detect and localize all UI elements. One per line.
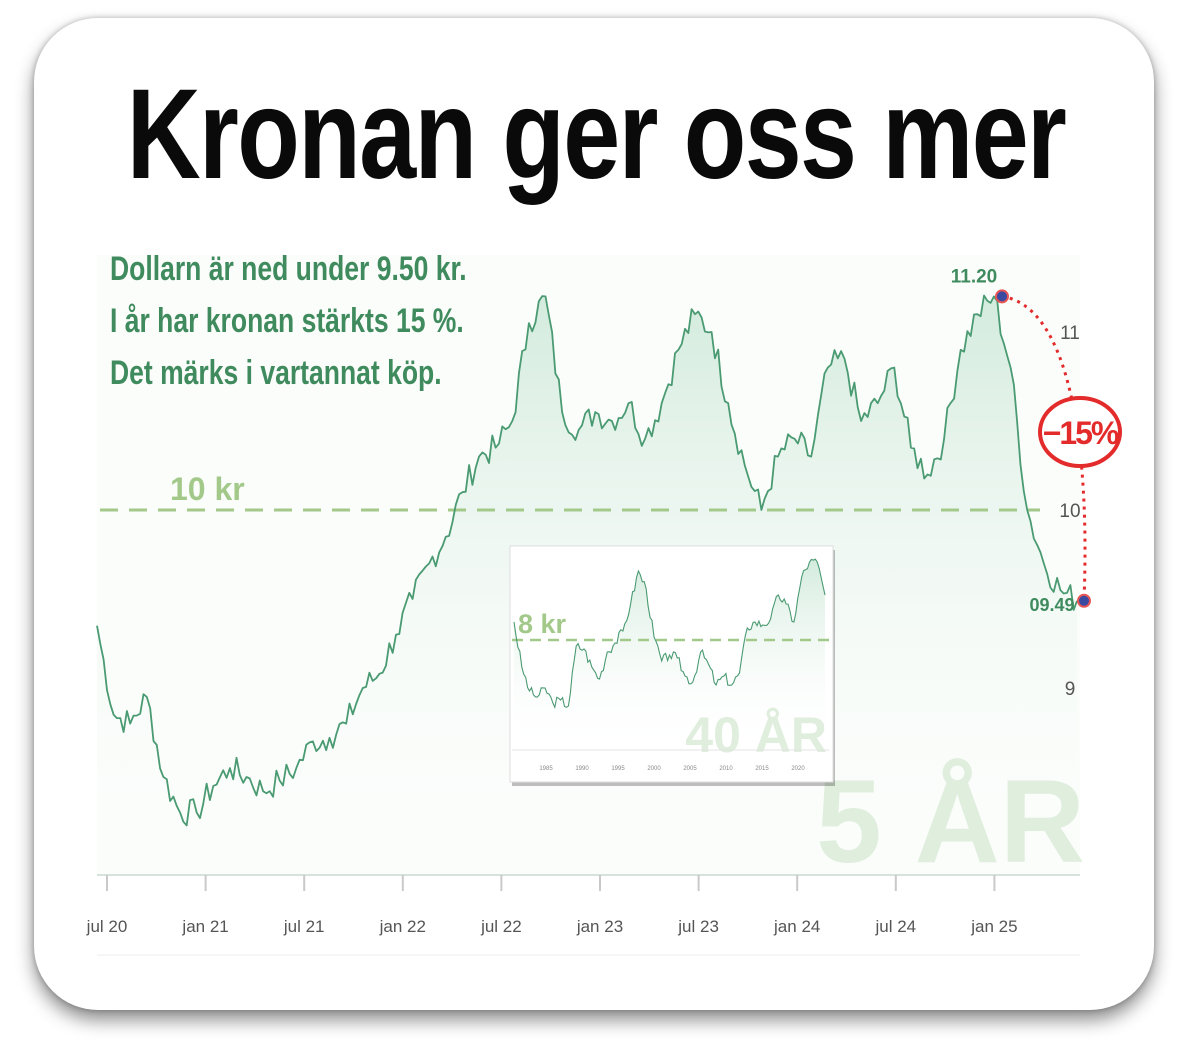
x-tick-label: jul 21 bbox=[283, 917, 325, 936]
inset-x-tick-label: 2010 bbox=[719, 766, 733, 772]
x-tick-label: jul 20 bbox=[86, 917, 128, 936]
x-tick-label: jul 24 bbox=[874, 917, 916, 936]
inset-area-fill bbox=[514, 559, 825, 750]
inset-reference-label-8kr: 8 kr bbox=[518, 609, 567, 639]
x-tick-label: jul 22 bbox=[480, 917, 522, 936]
low-value-label: 09.49 bbox=[1029, 595, 1074, 615]
y-tick-label: 9 bbox=[1065, 679, 1076, 700]
x-tick-label: jan 25 bbox=[970, 917, 1017, 936]
x-tick-label: jan 21 bbox=[181, 917, 228, 936]
page-title: Kronan ger oss mer bbox=[126, 63, 1067, 206]
inset-x-tick-label: 2015 bbox=[755, 766, 769, 772]
subtitle-line-2: I år har kronan stärkts 15 %. bbox=[110, 302, 464, 340]
series-line bbox=[96, 294, 1078, 827]
x-tick-label: jan 24 bbox=[773, 917, 820, 936]
inset-series-line bbox=[513, 558, 826, 710]
watermark-40-ar: 40 ÅR bbox=[685, 707, 827, 763]
inset-x-tick-label: 1990 bbox=[575, 766, 589, 772]
y-tick-label: 11 bbox=[1060, 323, 1080, 344]
change-badge bbox=[1038, 396, 1122, 468]
high-value-label: 11.20 bbox=[951, 266, 998, 287]
y-tick-label: 10 bbox=[1059, 501, 1080, 522]
inset-x-tick-label: 1995 bbox=[611, 766, 625, 772]
change-badge-label: −15% bbox=[1043, 415, 1119, 451]
inset-x-tick-label: 2005 bbox=[683, 766, 697, 772]
subtitle-line-1: Dollarn är ned under 9.50 kr. bbox=[110, 250, 467, 288]
inset-x-tick-label: 1985 bbox=[539, 766, 553, 772]
x-tick-label: jul 23 bbox=[677, 917, 719, 936]
reference-label-10kr: 10 kr bbox=[170, 471, 245, 507]
high-marker bbox=[995, 289, 1009, 304]
watermark-5-ar: 5 ÅR bbox=[816, 756, 1085, 888]
low-marker bbox=[1077, 593, 1091, 608]
subtitle-line-3: Det märks i vartannat köp. bbox=[110, 354, 442, 392]
inset-x-tick-label: 2020 bbox=[791, 766, 805, 772]
x-tick-label: jan 23 bbox=[576, 917, 623, 936]
x-tick-label: jan 22 bbox=[379, 917, 426, 936]
change-dotted-arc bbox=[1001, 294, 1087, 601]
inset-x-tick-label: 2000 bbox=[647, 766, 661, 772]
